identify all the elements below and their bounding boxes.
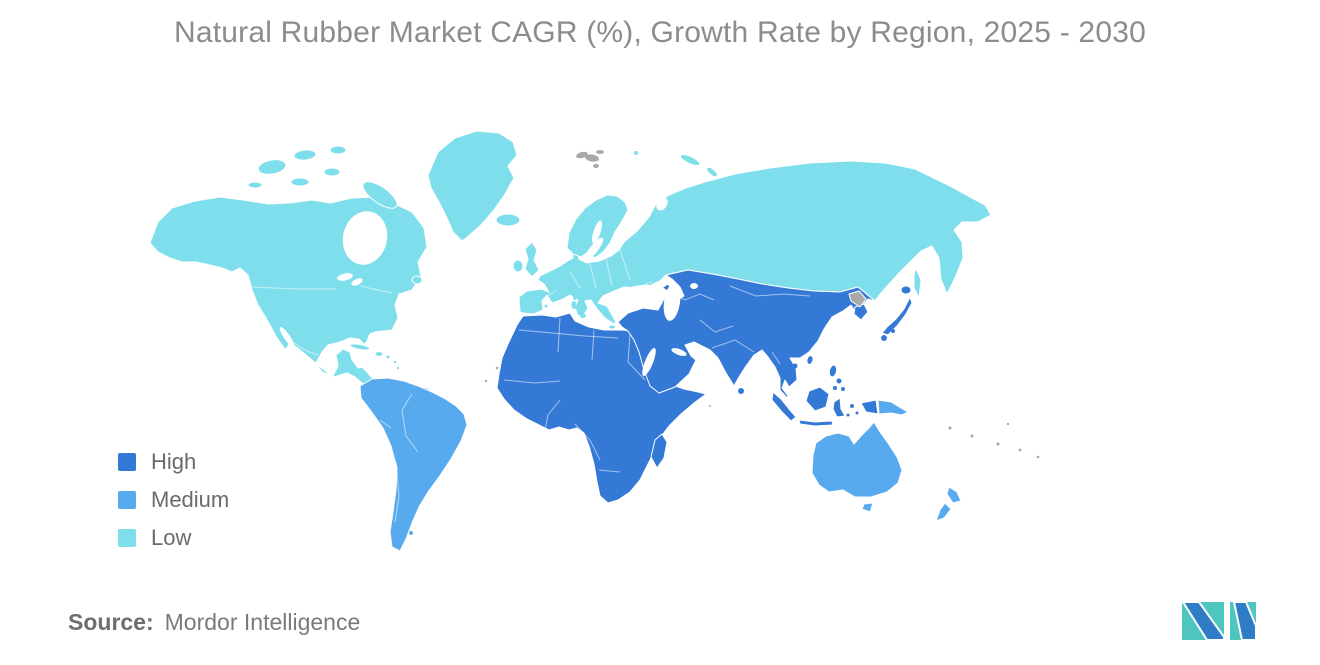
region-new-zealand [935,486,962,522]
region-south-america [359,377,468,552]
region-north-america [149,145,428,389]
region-asia-middle-east [617,269,876,399]
mordor-intelligence-logo-icon [1182,602,1256,640]
sea-overlays [279,197,698,376]
legend-label: Low [151,525,192,550]
legend-item-medium: Medium [118,487,229,513]
legend-item-low: Low [118,525,229,551]
legend: High Medium Low [118,449,229,563]
region-indonesia-philippines [771,365,879,427]
source-value: Mordor Intelligence [164,609,361,635]
legend-swatch [118,453,136,471]
region-japan [881,285,913,341]
legend-swatch [118,491,136,509]
region-madagascar [650,433,668,469]
page-title: Natural Rubber Market CAGR (%), Growth R… [174,16,1146,49]
region-australia [811,421,903,513]
legend-label: High [151,449,197,474]
region-papua-new-guinea [877,399,909,416]
country-borders [251,249,811,523]
region-north-korea [848,290,867,308]
source-label: Source: [68,609,154,635]
legend-label: Medium [151,487,230,512]
region-svalbard [576,150,604,168]
legend-swatch [118,529,136,547]
region-greenland [427,130,518,242]
legend-item-high: High [118,449,229,475]
logo-blue-diagonal-right [1232,602,1256,640]
source-attribution: Source: Mordor Intelligence [68,609,360,636]
logo-blue-diagonal [1182,602,1225,640]
region-pacific-islands [484,366,1040,459]
